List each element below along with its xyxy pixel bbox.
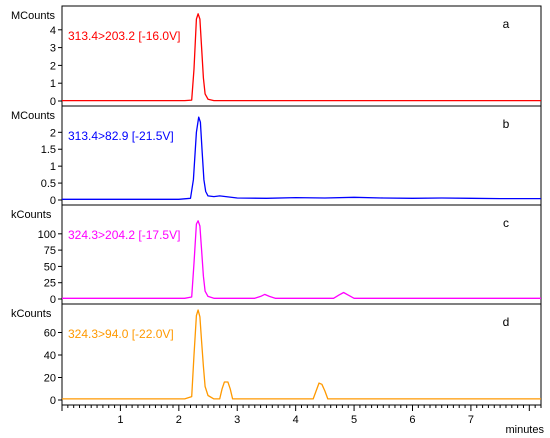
panel-frame-b [61, 105, 542, 206]
x-tick-label: 7 [468, 414, 474, 426]
y-tick-label: 100 [38, 229, 56, 241]
x-tick-label: 6 [409, 414, 415, 426]
y-tick-label: 1 [50, 161, 56, 173]
y-tick-label: 0.5 [41, 178, 56, 190]
x-tick-label: 3 [234, 414, 240, 426]
y-tick-label: 1.5 [41, 144, 56, 156]
trace-line-c [62, 220, 541, 299]
x-tick-label: 5 [351, 414, 357, 426]
y-tick-label: 2 [50, 60, 56, 72]
y-tick-label: 0 [50, 395, 56, 407]
panel-frame-a [61, 5, 542, 107]
trace-label-c: 324.3>204.2 [-17.5V] [68, 228, 180, 242]
trace-line-d [62, 309, 541, 400]
panel-frame-c [61, 204, 542, 305]
y-tick-label: 2 [50, 127, 56, 139]
y-axis-label-a: MCounts [11, 10, 56, 22]
y-tick-label: 40 [44, 350, 56, 362]
trace-label-a: 313.4>203.2 [-16.0V] [68, 29, 180, 43]
y-tick-label: 3 [50, 43, 56, 55]
y-tick-label: 60 [44, 328, 56, 340]
y-tick-label: 1 [50, 78, 56, 90]
panel-letter-a: a [503, 17, 510, 31]
y-tick-label: 0 [50, 294, 56, 306]
panel-letter-c: c [503, 216, 509, 230]
trace-label-d: 324.3>94.0 [-22.0V] [68, 327, 174, 341]
y-tick-label: 4 [50, 25, 56, 37]
x-tick-label: 2 [176, 414, 182, 426]
trace-line-a [62, 13, 541, 102]
x-tick-label: 4 [293, 414, 299, 426]
trace-label-b: 313.4>82.9 [-21.5V] [68, 129, 174, 143]
y-tick-label: 50 [44, 261, 56, 273]
y-tick-label: 20 [44, 373, 56, 385]
y-tick-label: 75 [44, 245, 56, 257]
y-tick-label: 25 [44, 278, 56, 290]
x-axis-label: minutes [505, 424, 544, 436]
x-tick-label: 1 [117, 414, 123, 426]
y-axis-label-b: MCounts [11, 110, 56, 122]
trace-line-b [62, 116, 541, 200]
panel-letter-b: b [503, 117, 510, 131]
y-axis-label-d: kCounts [11, 308, 52, 320]
y-tick-label: 0 [50, 96, 56, 108]
y-axis-label-c: kCounts [11, 209, 52, 221]
panel-letter-d: d [503, 315, 510, 329]
y-tick-label: 0 [50, 195, 56, 207]
panel-frame-d [61, 303, 542, 406]
